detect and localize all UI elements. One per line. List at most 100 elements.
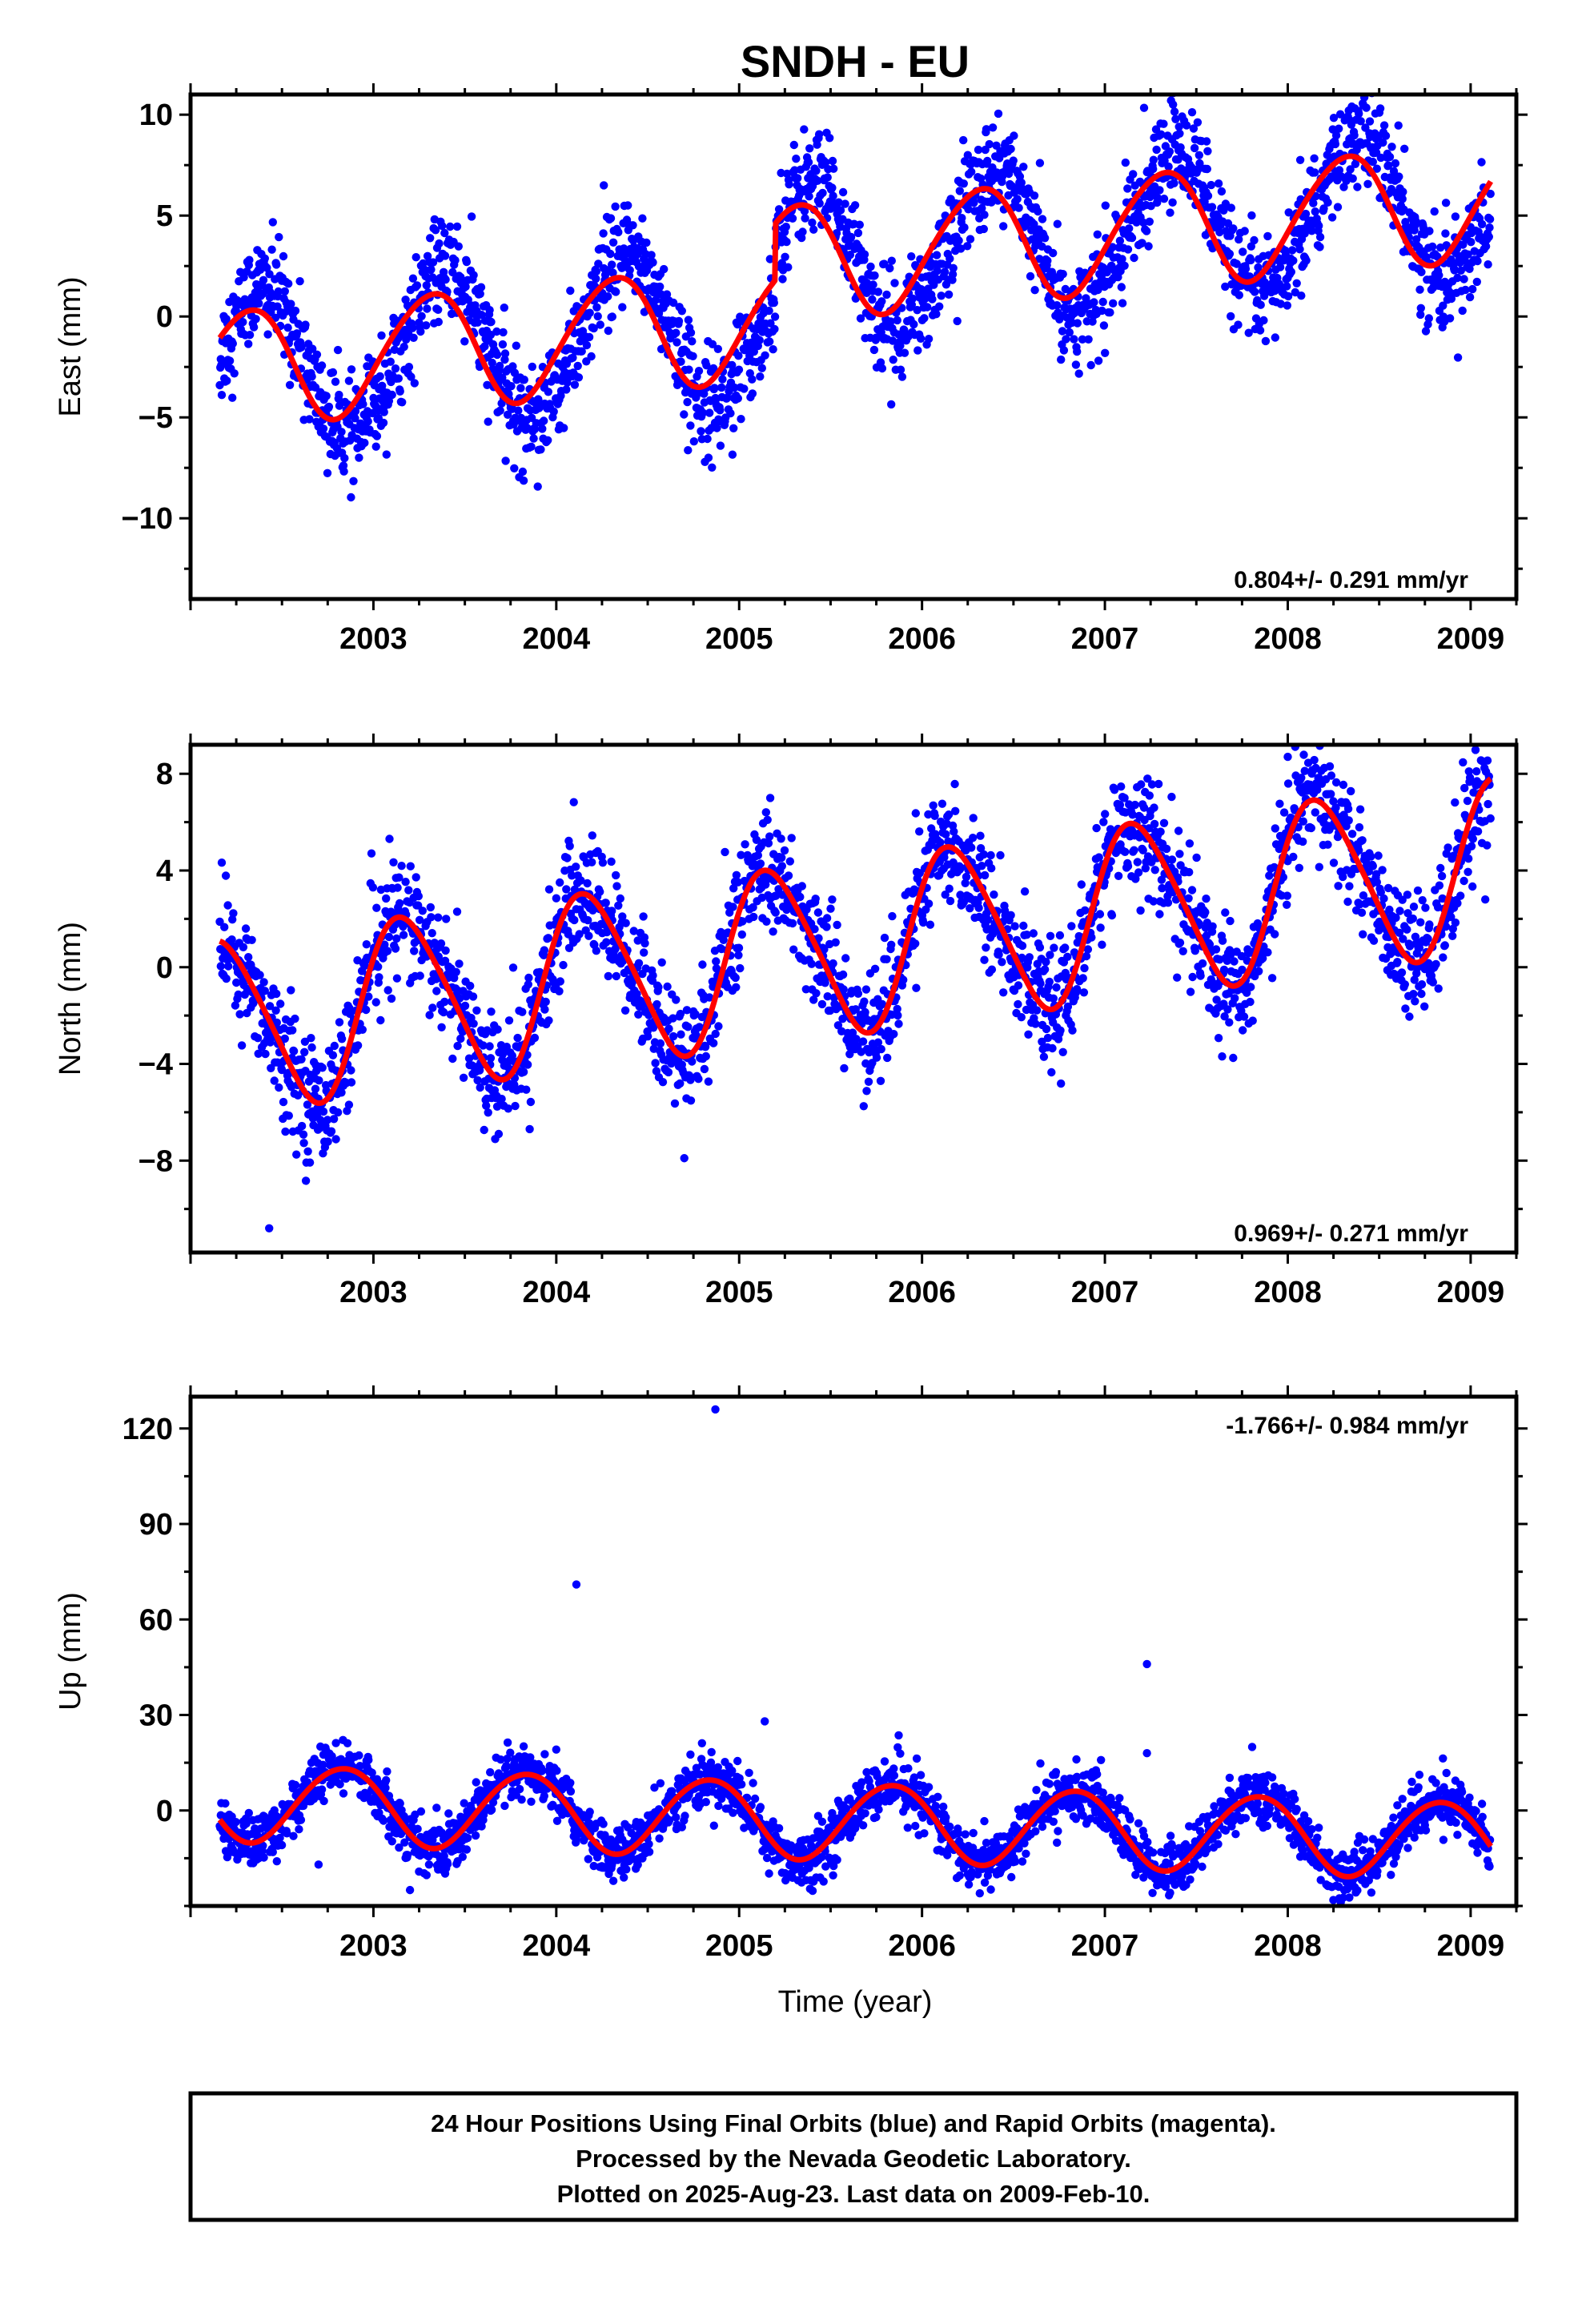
observation-point bbox=[384, 932, 394, 942]
observation-point bbox=[1456, 891, 1465, 900]
x-tick-label: 2007 bbox=[1071, 622, 1139, 656]
observation-point bbox=[448, 1054, 457, 1063]
observation-point bbox=[1154, 779, 1163, 789]
observation-point bbox=[1234, 320, 1243, 329]
observation-point bbox=[912, 983, 921, 992]
observation-point bbox=[1123, 184, 1132, 193]
observation-point bbox=[456, 1034, 465, 1043]
observation-point bbox=[391, 944, 400, 953]
observation-point bbox=[704, 453, 713, 462]
observation-point bbox=[1335, 110, 1345, 119]
observation-point bbox=[599, 229, 608, 238]
observation-point bbox=[497, 1095, 506, 1104]
observation-point bbox=[980, 955, 989, 964]
observation-point bbox=[572, 862, 580, 871]
observation-point bbox=[435, 239, 444, 248]
observation-point bbox=[1078, 335, 1087, 344]
observation-point bbox=[588, 831, 596, 840]
observation-point bbox=[976, 844, 986, 853]
observation-point bbox=[1014, 981, 1023, 990]
observation-point bbox=[740, 384, 749, 393]
observation-point bbox=[834, 198, 843, 207]
observation-point bbox=[936, 838, 945, 847]
observation-point bbox=[459, 1073, 468, 1083]
observation-point bbox=[700, 389, 709, 398]
observation-point bbox=[1056, 1026, 1065, 1035]
observation-point bbox=[1310, 154, 1319, 163]
observation-point bbox=[382, 894, 391, 903]
observation-point bbox=[1363, 179, 1372, 188]
observation-point bbox=[556, 878, 564, 887]
observation-point bbox=[351, 414, 359, 423]
observation-point bbox=[841, 199, 849, 208]
observation-point bbox=[828, 895, 837, 904]
observation-point bbox=[1254, 263, 1263, 272]
observation-point bbox=[1040, 234, 1050, 243]
observation-point bbox=[873, 287, 883, 296]
observation-point bbox=[1471, 746, 1480, 754]
observation-point bbox=[1053, 301, 1062, 310]
observation-point bbox=[271, 1006, 280, 1015]
observation-point bbox=[1347, 830, 1357, 838]
observation-point bbox=[1039, 1052, 1049, 1061]
observation-point bbox=[1038, 215, 1047, 223]
observation-point bbox=[718, 375, 727, 384]
observation-point bbox=[228, 339, 237, 348]
observation-point bbox=[1156, 827, 1165, 836]
observation-point bbox=[1283, 301, 1292, 310]
observation-point bbox=[379, 418, 388, 428]
observation-point bbox=[367, 849, 376, 858]
observation-point bbox=[562, 885, 571, 894]
observation-point bbox=[805, 144, 814, 153]
observation-point bbox=[709, 364, 718, 373]
observation-point bbox=[1271, 930, 1279, 939]
outlier-point bbox=[1347, 102, 1356, 111]
observation-point bbox=[452, 907, 462, 916]
observation-point bbox=[344, 376, 354, 385]
observation-point bbox=[665, 1024, 673, 1033]
observation-point bbox=[417, 312, 426, 320]
observation-point bbox=[1247, 211, 1256, 220]
observation-point bbox=[723, 393, 732, 402]
observation-point bbox=[498, 340, 508, 349]
observation-point bbox=[483, 380, 492, 389]
observation-point bbox=[577, 347, 586, 356]
observation-point bbox=[1449, 851, 1458, 860]
observation-point bbox=[677, 1030, 685, 1039]
observation-point bbox=[1398, 895, 1407, 904]
observation-point bbox=[1283, 900, 1291, 910]
observation-point bbox=[575, 930, 584, 939]
observation-point bbox=[400, 342, 408, 352]
observation-point bbox=[1438, 894, 1447, 903]
observation-point bbox=[838, 187, 848, 197]
observation-point bbox=[331, 377, 340, 386]
observation-point bbox=[1485, 215, 1495, 223]
observation-point bbox=[1453, 899, 1462, 908]
observation-point bbox=[335, 1018, 344, 1027]
observation-point bbox=[1422, 253, 1431, 262]
observation-point bbox=[217, 391, 227, 400]
observation-point bbox=[756, 372, 765, 381]
observation-point bbox=[648, 1023, 658, 1032]
observation-point bbox=[877, 364, 887, 373]
observation-point bbox=[959, 179, 969, 188]
observation-point bbox=[395, 899, 404, 908]
observation-point bbox=[592, 267, 600, 276]
observation-point bbox=[1078, 974, 1087, 983]
observation-point bbox=[1387, 143, 1396, 151]
observation-point bbox=[593, 312, 602, 321]
observation-point bbox=[232, 978, 241, 987]
observation-point bbox=[1241, 264, 1251, 273]
observation-point bbox=[1107, 911, 1117, 920]
observation-point bbox=[956, 863, 966, 872]
observation-point bbox=[698, 960, 707, 969]
observation-point bbox=[1058, 327, 1067, 336]
observation-point bbox=[487, 1007, 496, 1016]
observation-point bbox=[533, 482, 542, 491]
observation-point bbox=[887, 1010, 897, 1019]
observation-point bbox=[915, 827, 924, 836]
observation-point bbox=[241, 924, 251, 933]
observation-point bbox=[401, 878, 410, 887]
observation-point bbox=[1130, 846, 1138, 854]
observation-point bbox=[245, 255, 254, 264]
